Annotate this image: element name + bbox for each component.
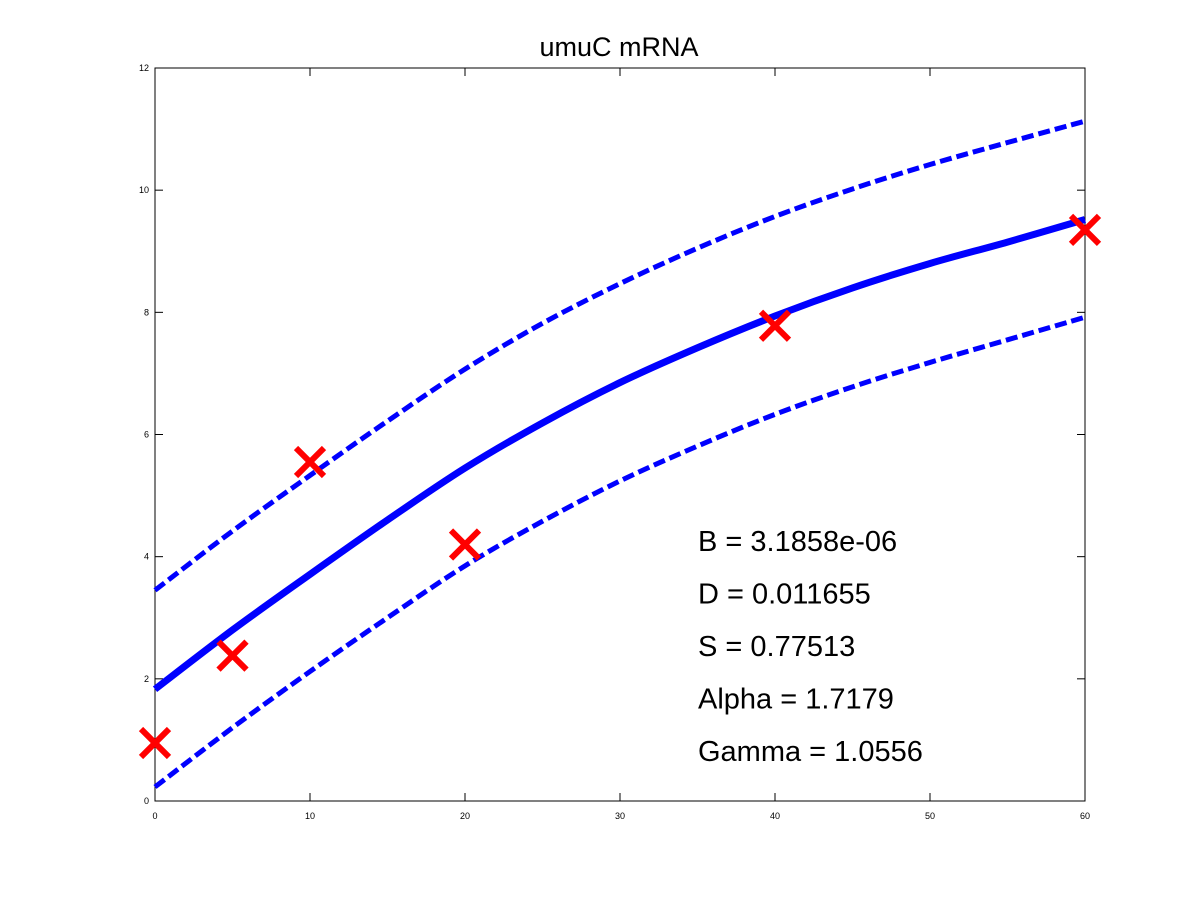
data-point-marker: [138, 726, 172, 760]
x-tick-label: 50: [925, 811, 935, 821]
x-tick-label: 40: [770, 811, 780, 821]
lower-bound-line: [153, 314, 1086, 789]
y-tick-label: 6: [144, 430, 149, 440]
x-tick-label: 60: [1080, 811, 1090, 821]
parameter-annotation: S = 0.77513: [698, 631, 855, 663]
data-point-marker: [1068, 213, 1102, 246]
y-tick-label: 4: [144, 552, 149, 562]
chart-title: umuC mRNA: [539, 32, 698, 62]
parameter-annotation: Gamma = 1.0556: [698, 736, 923, 768]
plot-frame: [154, 67, 1086, 802]
parameter-annotation: B = 3.1858e-06: [698, 526, 897, 558]
y-tick-label: 12: [139, 63, 149, 73]
data-point-marker: [293, 445, 327, 479]
data-point-marker: [216, 639, 249, 672]
parameter-annotation: D = 0.011655: [698, 579, 871, 611]
parameter-annotations: B = 3.1858e-06 D = 0.011655 S = 0.77513 Alp…: [698, 526, 923, 768]
x-tick-label: 10: [305, 811, 315, 821]
fit-line: [152, 216, 1086, 692]
y-tick-label: 10: [139, 185, 149, 195]
series-layer: [152, 118, 1086, 789]
upper-bound-line: [153, 118, 1086, 593]
y-tick-label: 0: [144, 796, 149, 806]
x-tick-label: 0: [152, 811, 157, 821]
data-markers: [138, 213, 1102, 760]
y-tick-label: 2: [144, 674, 149, 684]
data-point-marker: [758, 309, 792, 342]
parameter-annotation: Alpha = 1.7179: [698, 684, 894, 716]
y-tick-label: 8: [144, 307, 149, 317]
data-point-marker: [448, 528, 482, 561]
axis-ticks: 0 10 20 30 40 50 60 0 2 4 6 8 10 12: [139, 63, 1090, 821]
x-tick-label: 20: [460, 811, 470, 821]
x-tick-label: 30: [615, 811, 625, 821]
